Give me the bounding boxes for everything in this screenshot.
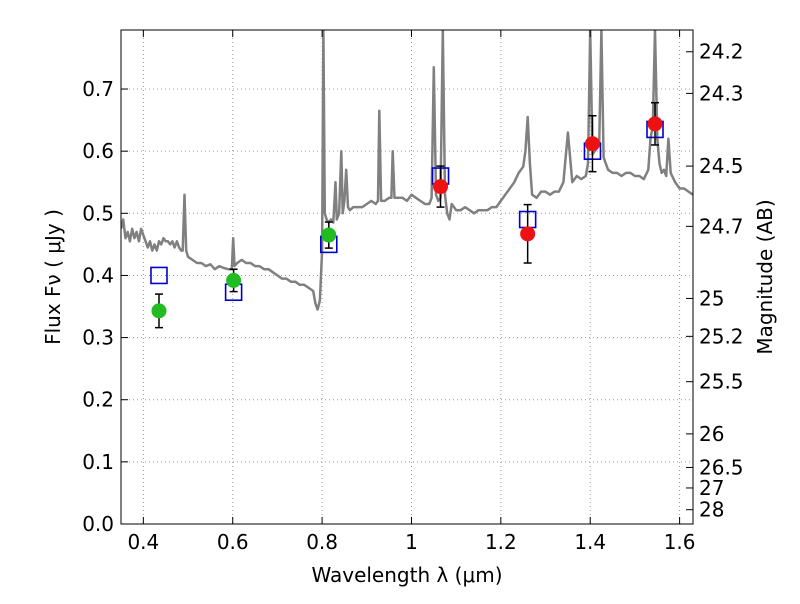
x-axis-ticks: 0.4 0.6 0.8 1 1.2 1.4 1.6 xyxy=(127,30,696,554)
x-axis-title: Wavelength λ (μm) xyxy=(311,563,502,587)
right-tick-label: 24.7 xyxy=(699,214,744,238)
observed-point xyxy=(226,272,242,288)
x-tick-label: 0.8 xyxy=(306,530,338,554)
right-tick-label: 25.2 xyxy=(699,324,744,348)
x-tick-label: 1.2 xyxy=(485,530,517,554)
right-axis-title: Magnitude (AB) xyxy=(753,199,777,354)
model-photometry-series xyxy=(150,120,664,302)
y-tick-label: 0.1 xyxy=(82,450,114,474)
y-axis-ticks: 0.0 0.1 0.2 0.3 0.4 0.5 0.6 0.7 xyxy=(82,77,128,536)
y-tick-label: 0.6 xyxy=(82,139,114,163)
right-tick-label: 26 xyxy=(699,422,724,446)
spectrum-line xyxy=(121,30,693,311)
y-tick-label: 0.0 xyxy=(82,512,114,536)
y-tick-label: 0.4 xyxy=(82,263,114,287)
observed-point xyxy=(647,116,663,132)
spectrum-series xyxy=(121,30,693,311)
x-tick-label: 0.6 xyxy=(217,530,249,554)
observed-point xyxy=(321,227,337,243)
right-tick-label: 27 xyxy=(699,476,724,500)
right-tick-label: 24.2 xyxy=(699,40,744,64)
y-tick-label: 0.5 xyxy=(82,201,114,225)
x-tick-label: 0.4 xyxy=(127,530,159,554)
right-tick-label: 24.3 xyxy=(699,81,744,105)
y-tick-label: 0.2 xyxy=(82,388,114,412)
grid xyxy=(121,30,693,525)
y-tick-label: 0.3 xyxy=(82,326,114,350)
observed-point xyxy=(433,179,449,195)
right-tick-label: 24.5 xyxy=(699,154,744,178)
x-tick-label: 1 xyxy=(405,530,418,554)
right-tick-label: 28 xyxy=(699,498,724,522)
x-tick-label: 1.6 xyxy=(664,530,696,554)
x-tick-label: 1.4 xyxy=(574,530,606,554)
right-tick-label: 25 xyxy=(699,286,724,310)
observed-point xyxy=(151,303,167,319)
right-tick-label: 26.5 xyxy=(699,455,744,479)
y-axis-title: Flux Fν ( μJy ) xyxy=(41,209,65,345)
observed-point xyxy=(520,226,536,242)
y-tick-label: 0.7 xyxy=(82,77,114,101)
plot-frame xyxy=(120,29,694,525)
right-tick-label: 25.5 xyxy=(699,370,744,394)
observed-point xyxy=(584,136,600,152)
observed-photometry-series xyxy=(151,101,663,329)
model-point xyxy=(150,266,168,285)
